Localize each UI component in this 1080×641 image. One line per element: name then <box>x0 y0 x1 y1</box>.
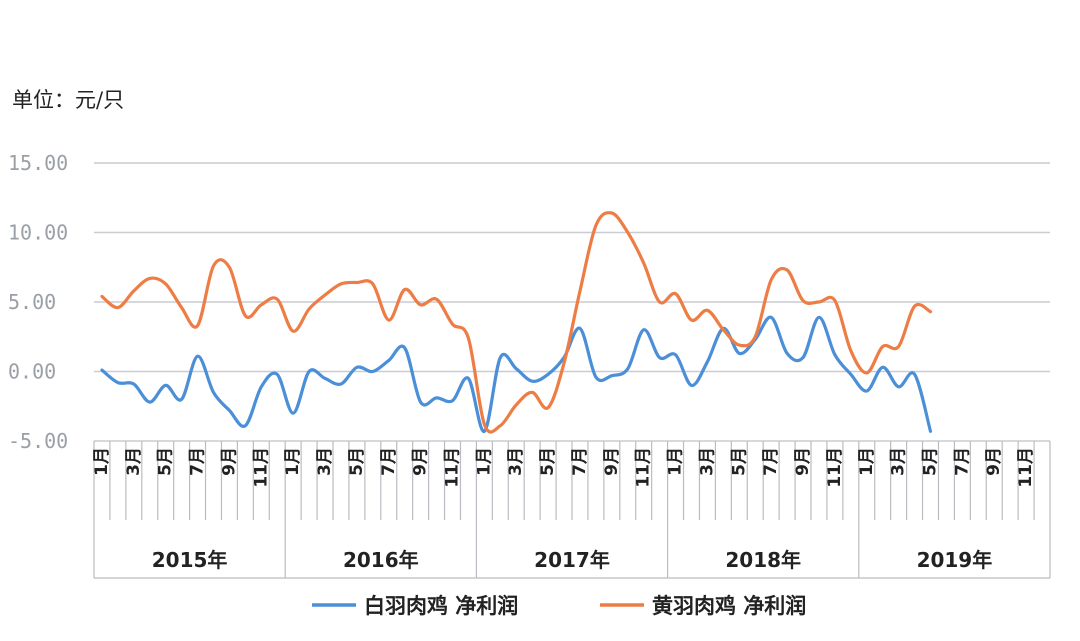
y-tick-label: 0.00 <box>8 360 56 384</box>
y-tick-label: 5.00 <box>8 290 56 314</box>
series-lines <box>100 211 933 434</box>
y-axis-ticks: 15.00 10.00 5.00 0.00 -5.00 <box>8 151 68 453</box>
year-label: 2019年 <box>917 548 993 572</box>
x-tick-label: 1月 <box>474 447 494 476</box>
year-label: 2018年 <box>725 548 801 572</box>
legend-label: 黄羽肉鸡 净利润 <box>652 594 806 618</box>
x-tick-label: 9月 <box>602 447 622 476</box>
x-tick-label: 1月 <box>666 447 686 476</box>
year-label: 2015年 <box>152 548 228 572</box>
x-tick-label: 11月 <box>1016 447 1036 488</box>
x-tick-label: 1月 <box>92 447 112 476</box>
series-line-2 <box>100 211 933 434</box>
x-tick-label: 7月 <box>952 447 972 476</box>
y-tick-label: -5.00 <box>8 429 68 453</box>
year-label: 2017年 <box>534 548 610 572</box>
x-tick-label: 7月 <box>761 447 781 476</box>
x-tick-label: 11月 <box>825 447 845 488</box>
x-tick-label: 9月 <box>219 447 239 476</box>
unit-label: 单位：元/只 <box>12 88 125 112</box>
x-tick-label: 7月 <box>570 447 590 476</box>
x-tick-label: 3月 <box>697 447 717 476</box>
x-tick-label: 5月 <box>921 447 941 476</box>
x-tick-label: 5月 <box>729 447 749 476</box>
x-tick-label: 5月 <box>347 447 367 476</box>
x-tick-label: 1月 <box>283 447 303 476</box>
x-tick-label: 7月 <box>379 447 399 476</box>
x-tick-label: 9月 <box>411 447 431 476</box>
x-tick-label: 3月 <box>124 447 144 476</box>
x-tick-label: 11月 <box>251 447 271 488</box>
year-label: 2016年 <box>343 548 419 572</box>
x-tick-label: 9月 <box>793 447 813 476</box>
legend: 白羽肉鸡 净利润 黄羽肉鸡 净利润 <box>312 594 806 618</box>
legend-label: 白羽肉鸡 净利润 <box>364 594 518 618</box>
x-axis: 1月 3月 5月 7月 9月 11月 2015年 1月 3月 5月 7月 9月 11月 2016年 1月 3月… <box>92 441 1051 579</box>
x-tick-label: 7月 <box>188 447 208 476</box>
x-tick-label: 3月 <box>315 447 335 476</box>
x-tick-label: 3月 <box>506 447 526 476</box>
series-line-1 <box>100 315 933 433</box>
x-tick-label: 1月 <box>857 447 877 476</box>
y-tick-label: 10.00 <box>8 221 68 245</box>
x-tick-label: 3月 <box>889 447 909 476</box>
x-tick-label: 5月 <box>538 447 558 476</box>
x-tick-label: 5月 <box>156 447 176 476</box>
x-tick-label: 11月 <box>634 447 654 488</box>
x-tick-label: 9月 <box>984 447 1004 476</box>
grid <box>94 162 1050 442</box>
x-tick-label: 11月 <box>443 447 463 488</box>
y-tick-label: 15.00 <box>8 151 68 175</box>
